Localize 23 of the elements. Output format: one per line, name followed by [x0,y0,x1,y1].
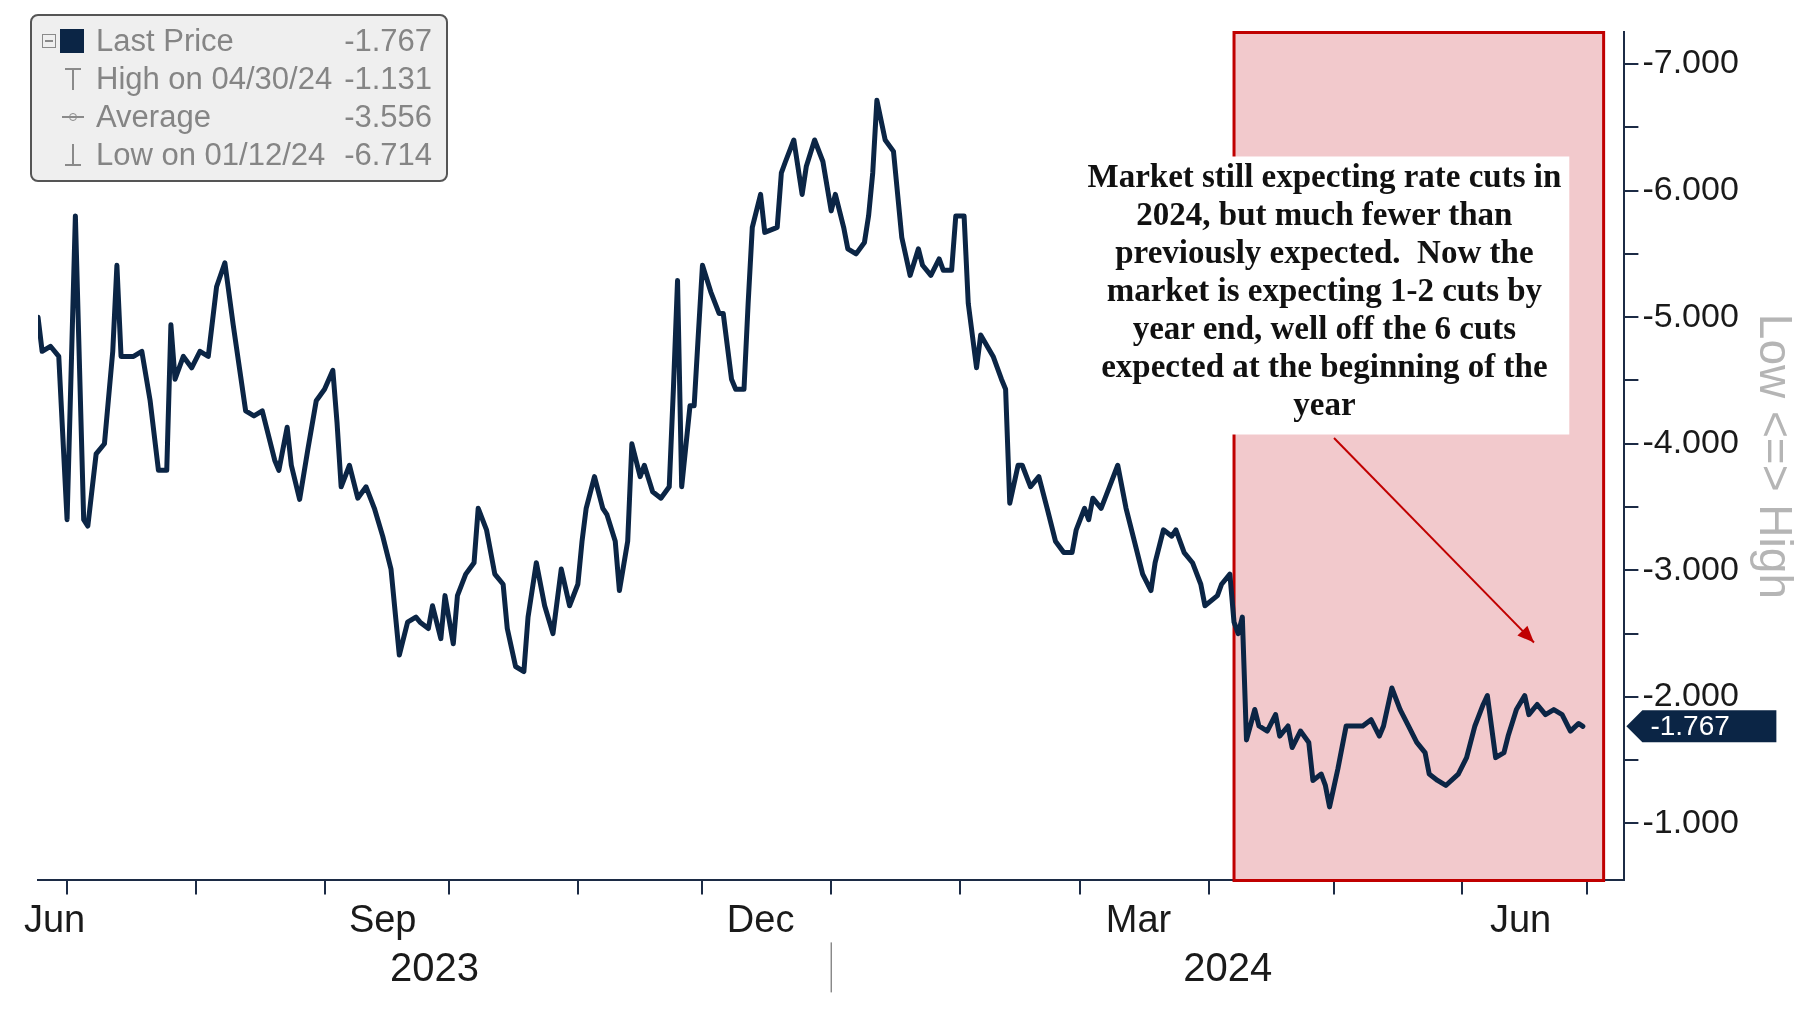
annotation: -3.556 [344,98,433,136]
text: 2023 [390,945,480,990]
annotation: Average [96,98,212,136]
text: 2024 [1183,945,1273,990]
x-tick-label: Sep [348,897,417,940]
y-tick-label: -7.000 [1642,42,1739,81]
y-tick-label: -5.000 [1642,295,1739,334]
legend-label: Last Price [96,22,235,60]
x-tick-label: Dec [726,897,795,940]
x-tick-label: Mar [1105,897,1172,940]
annotation: -1.767 [344,22,433,60]
annotation: Low on 01/12/24 [96,136,327,174]
y-tick-label: -4.000 [1642,422,1739,461]
annotation: -1.131 [344,60,433,98]
annotation: -6.714 [344,136,433,174]
annotation: High on 04/30/24 [96,60,333,98]
y-tick-label: -1.000 [1642,801,1739,840]
annotation: Market still expecting rate cuts in 2024, but much fewer than previously expected. Now the market is expecting 1-2 cuts by year end, well off the 6 cuts expected at the beginning of the year [1087,158,1562,423]
x-tick-label: Jun [23,897,86,940]
x-tick-label: Jun [1489,897,1552,940]
y-axis-title: Low <=> High [1749,313,1802,599]
y-tick-label: -3.000 [1642,548,1739,587]
y-tick-label: -6.000 [1642,168,1739,207]
